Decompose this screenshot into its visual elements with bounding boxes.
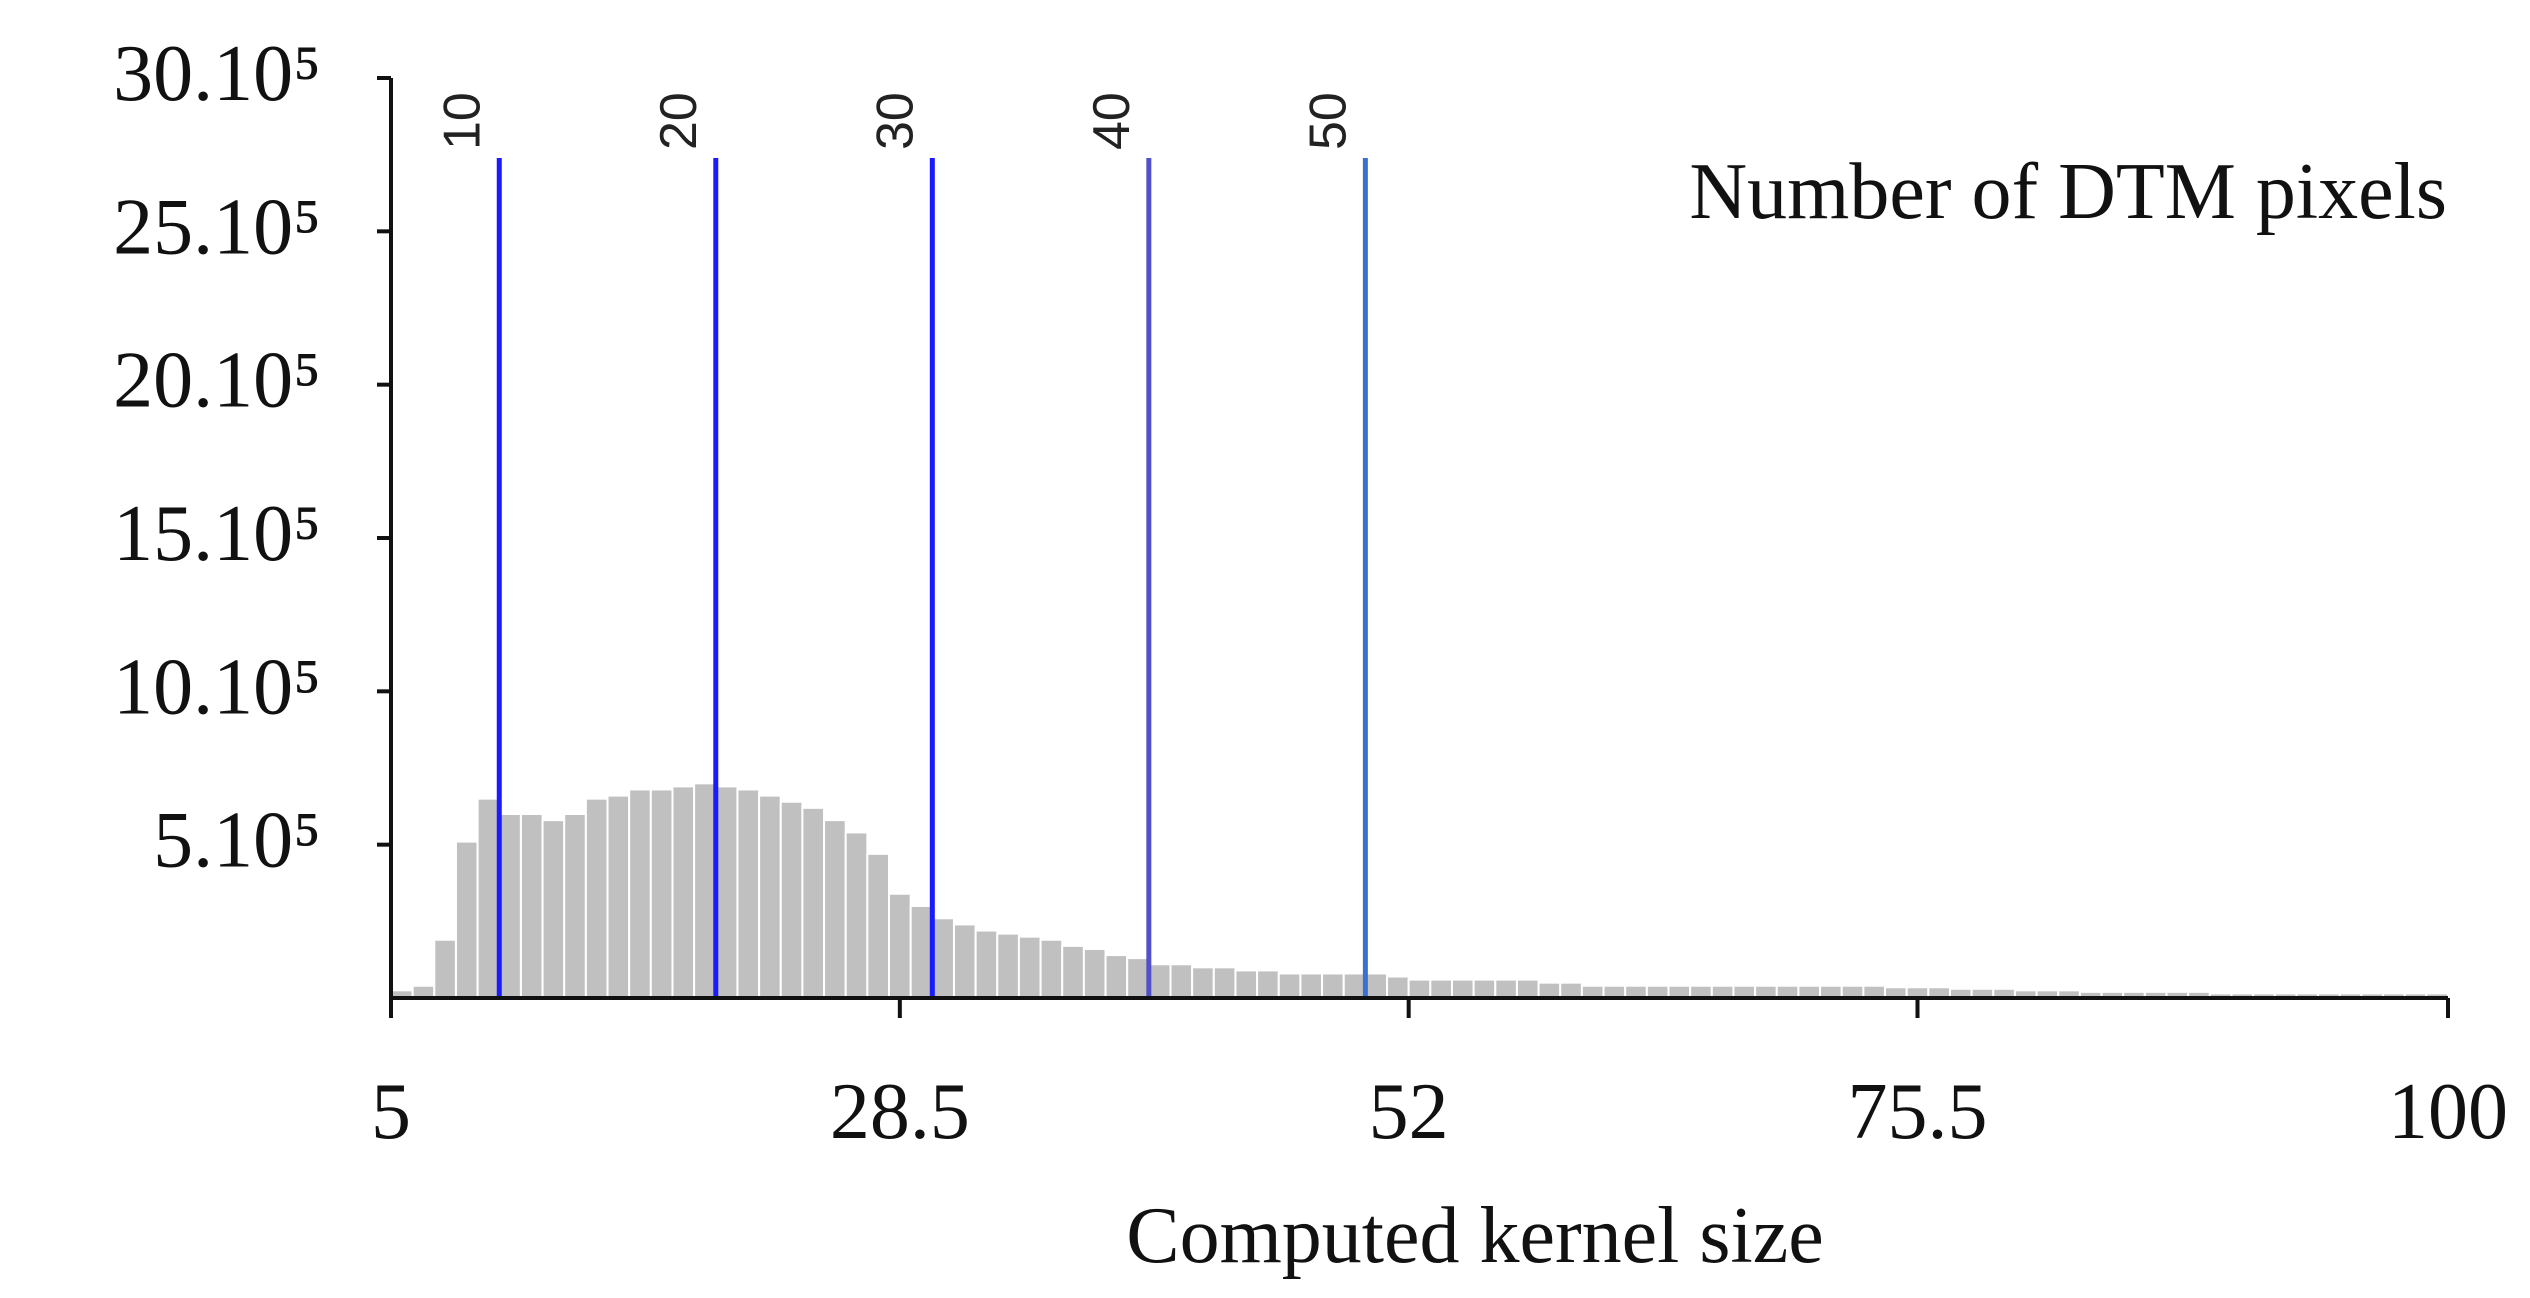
x-tick-label: 52 (1369, 1068, 1449, 1156)
y-tick-label: 10.10⁵ (113, 643, 321, 731)
bar (1234, 969, 1259, 1000)
bar (476, 797, 501, 1000)
y-tick-label: 5.10⁵ (153, 797, 321, 885)
bar (1082, 947, 1107, 1000)
bar (1321, 972, 1345, 1000)
bar (1256, 969, 1280, 1000)
x-axis-label: Computed kernel size (1126, 1192, 1824, 1280)
x-tick-label: 75.5 (1848, 1068, 1988, 1156)
bar (541, 819, 566, 1000)
bar (498, 813, 522, 999)
bar (996, 932, 1020, 999)
bar (1342, 972, 1367, 1000)
bar (1537, 981, 1562, 1000)
marker-label: 40 (1083, 92, 1141, 150)
bar (844, 831, 869, 1000)
bar (1277, 972, 1302, 1000)
bar (714, 785, 739, 1000)
bar (952, 923, 977, 1000)
bar (1212, 966, 1237, 999)
bar (1515, 978, 1540, 999)
marker-label: 10 (433, 92, 491, 150)
bar (1450, 978, 1475, 999)
bar (758, 794, 782, 999)
y-tick-label: 25.10⁵ (113, 183, 321, 271)
marker-label: 30 (866, 92, 924, 150)
bar (1126, 957, 1150, 1000)
bar (1364, 972, 1389, 1000)
bar (1017, 935, 1042, 1000)
bar (736, 788, 761, 1000)
bar (519, 813, 544, 999)
bar (974, 929, 999, 999)
bar (563, 813, 587, 999)
y-tick-label: 15.10⁵ (113, 490, 321, 578)
bar (909, 905, 934, 999)
x-tick-label: 100 (2388, 1068, 2508, 1156)
bar (931, 917, 955, 999)
bar (823, 819, 847, 1000)
bar (779, 800, 804, 999)
bar (1147, 963, 1172, 999)
bar (1494, 978, 1518, 999)
bar (1169, 963, 1194, 999)
bar (454, 840, 479, 999)
bar (1191, 966, 1215, 999)
bar (1386, 975, 1410, 999)
bar (1407, 978, 1432, 999)
bar (1061, 944, 1085, 999)
bar (671, 785, 696, 1000)
bar (433, 938, 457, 1000)
bar (649, 788, 674, 1000)
annotation: Number of DTM pixels (1689, 148, 2447, 236)
bar (1104, 954, 1129, 999)
bar (628, 788, 652, 1000)
bar (801, 806, 826, 999)
bar (606, 794, 631, 999)
bar (693, 782, 717, 999)
marker-label: 50 (1299, 92, 1357, 150)
bar (866, 852, 891, 999)
y-tick-label: 20.10⁵ (113, 337, 321, 425)
x-tick-label: 28.5 (830, 1068, 970, 1156)
bar (1039, 938, 1064, 1000)
bar (1299, 972, 1324, 1000)
bar (1559, 981, 1583, 1000)
marker-label: 20 (650, 92, 708, 150)
bar (1429, 978, 1453, 999)
bar (888, 892, 912, 1000)
x-tick-label: 5 (371, 1068, 411, 1156)
bar (584, 797, 609, 1000)
y-tick-label: 30.10⁵ (113, 30, 321, 118)
bar (1472, 978, 1497, 999)
